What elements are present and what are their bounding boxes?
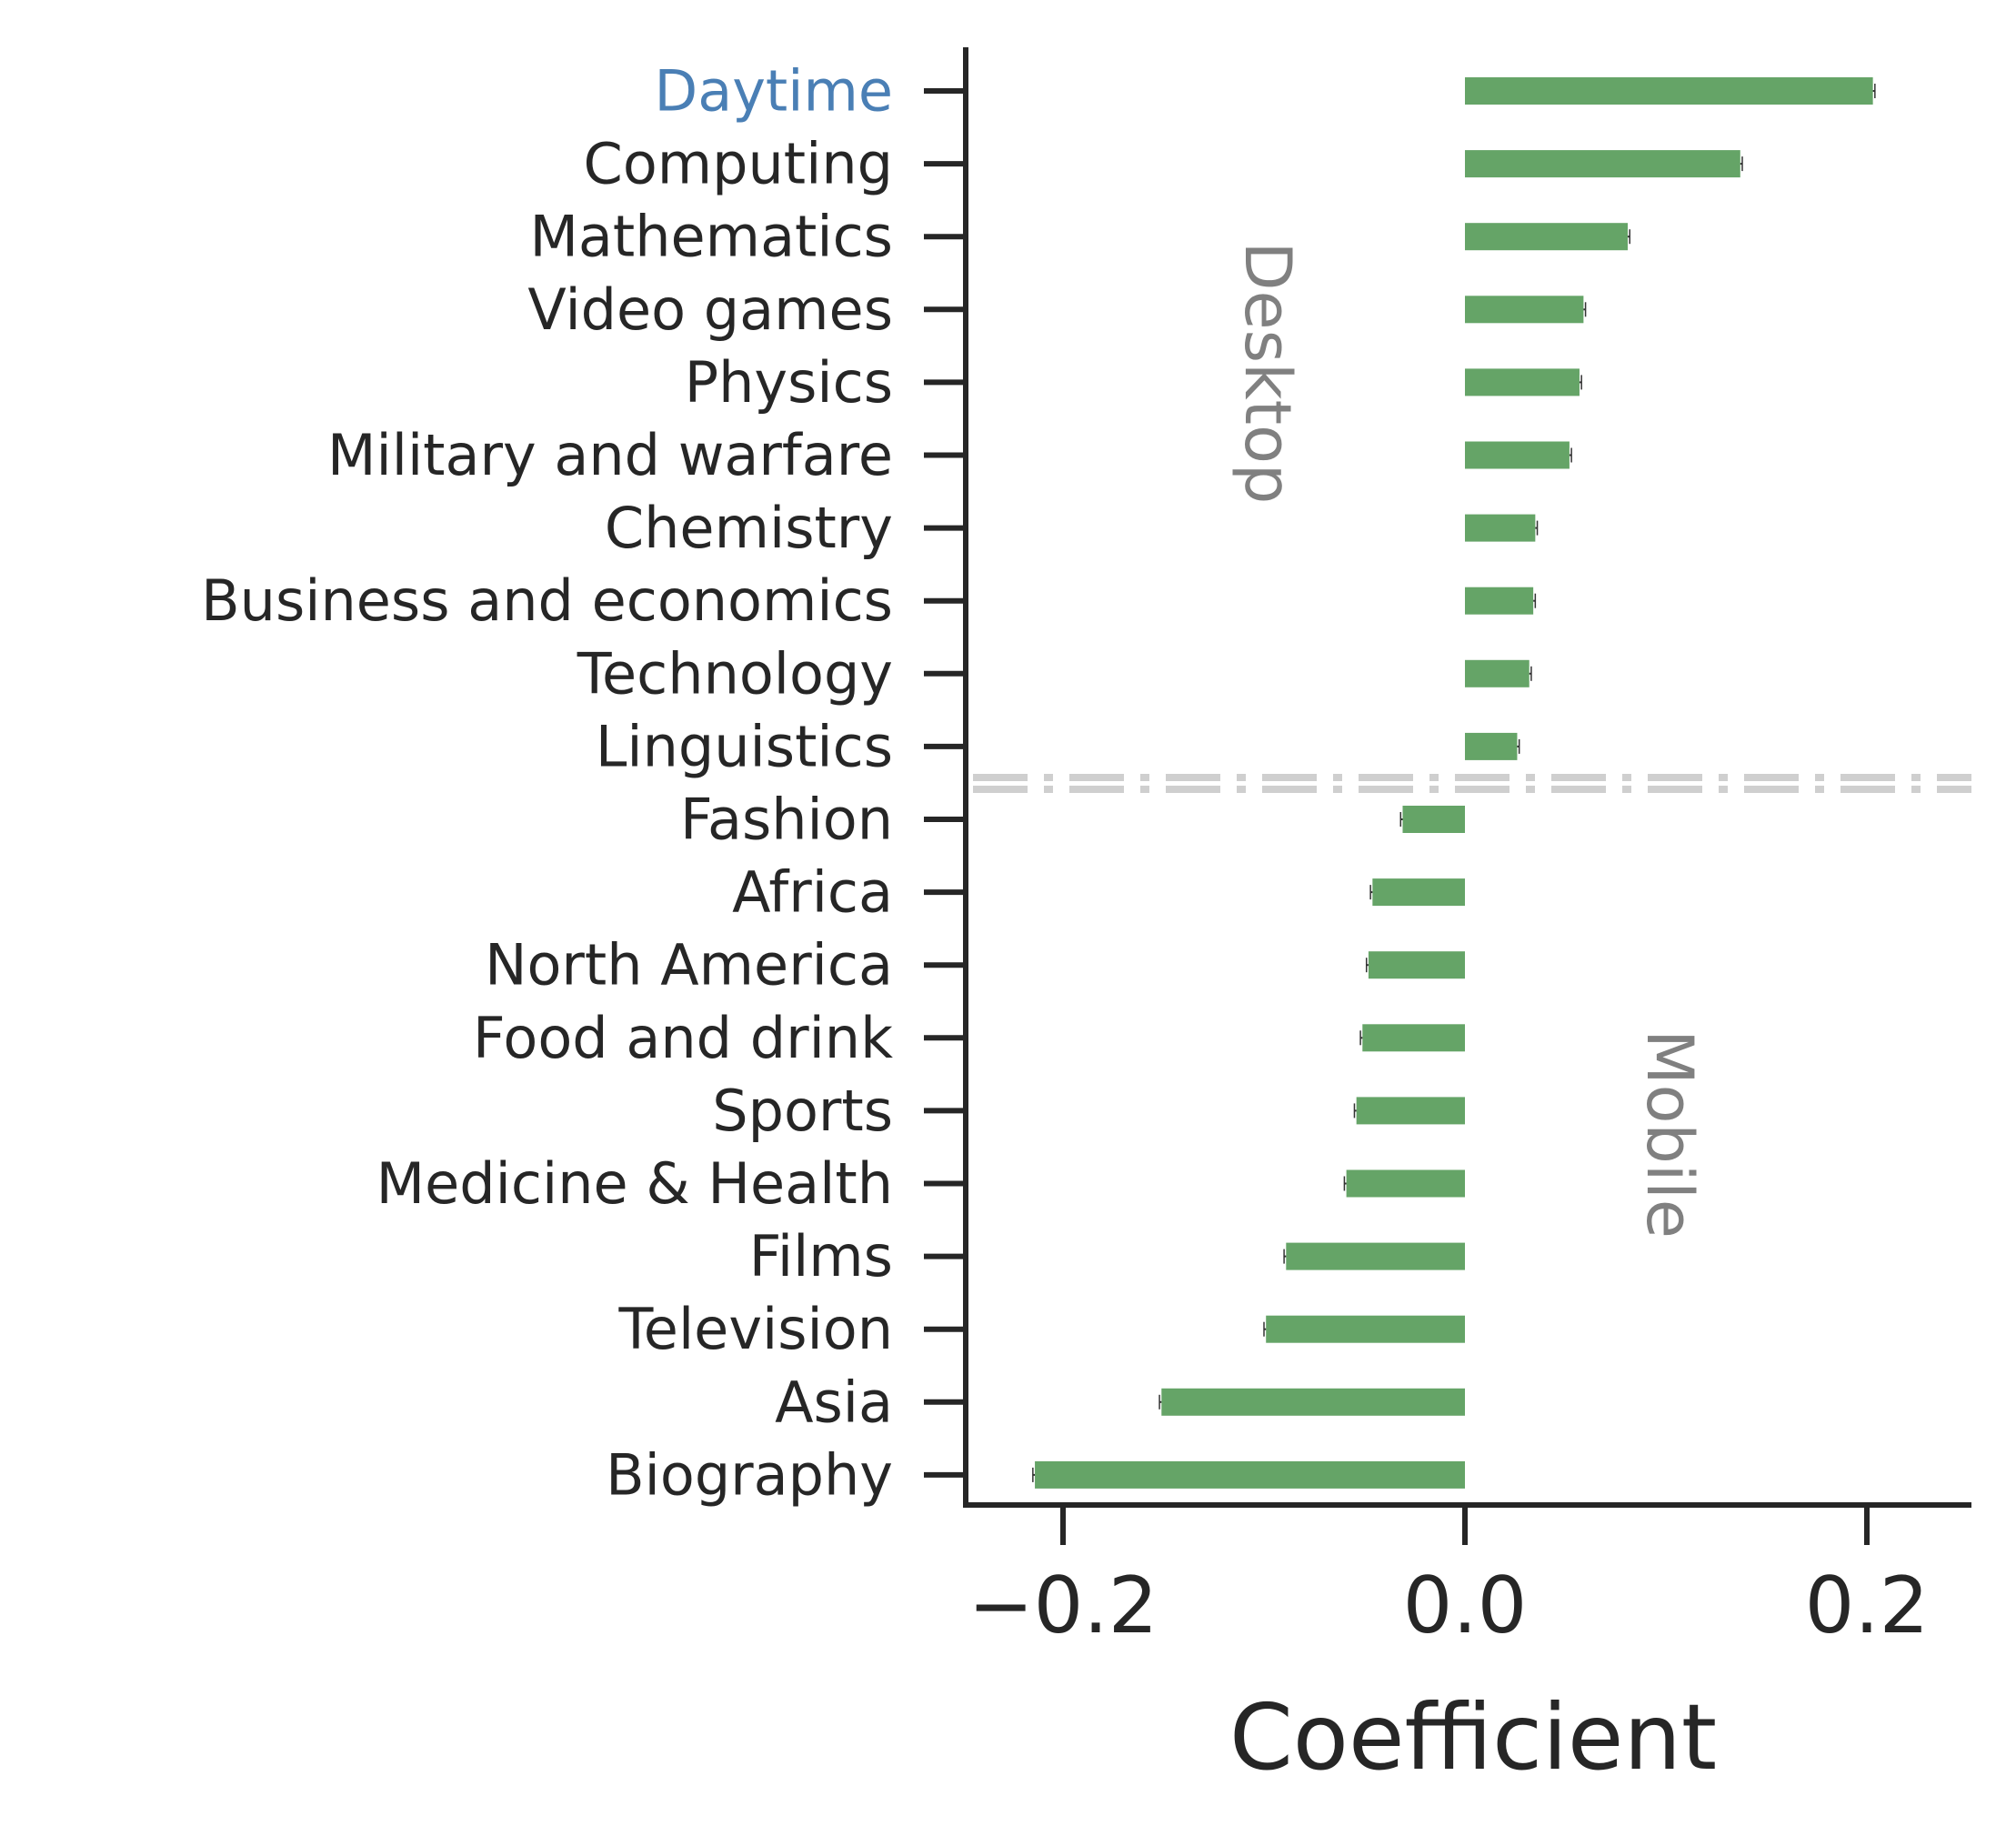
y-tick-label: Asia [775,1369,893,1435]
y-tick-label: Technology [577,640,893,707]
y-tick-label: Computing [584,131,893,197]
y-tick-label: Chemistry [605,495,893,561]
bar-sports [1356,1097,1465,1125]
y-tick-label: Africa [732,859,893,926]
annotation-desktop: Desktop [1230,242,1305,505]
bar-computing [1465,150,1740,178]
y-tick-label: Physics [685,349,893,416]
bar-physics [1465,368,1580,396]
bar-technology [1465,659,1530,687]
y-tick-label: Mathematics [529,204,893,270]
bar-chemistry [1465,514,1536,542]
bar-video-games [1465,296,1584,324]
error-bars-layer [1032,84,1876,1482]
bar-military-and-warfare [1465,441,1570,469]
y-tick-label: Sports [712,1078,893,1144]
y-tick-label: Food and drink [473,1005,893,1071]
bar-biography [1035,1460,1465,1489]
y-tick-label: Fashion [680,787,893,853]
y-tick-label: Medicine & Health [376,1150,893,1217]
y-tick-label: Linguistics [596,713,893,779]
bar-television [1266,1315,1465,1343]
y-tick-label: Daytime [654,58,893,125]
bar-food-and-drink [1362,1024,1465,1052]
bar-asia [1161,1388,1465,1416]
x-tick-label: −0.2 [968,1560,1158,1651]
y-tick-label: Television [617,1296,893,1362]
y-tick-label: North America [485,932,893,998]
y-tick-label: Military and warfare [327,422,893,488]
bar-mathematics [1465,223,1629,251]
x-ticks-layer: −0.2 0.0 0.2 [968,1505,1930,1651]
bar-africa [1372,878,1465,907]
y-tick-label: Video games [527,276,893,343]
y-tick-label: Biography [606,1441,893,1508]
bar-linguistics [1465,732,1518,760]
bar-films [1286,1242,1465,1270]
y-tick-label: Business and economics [201,567,893,634]
x-tick-label: 0.0 [1403,1560,1528,1651]
x-tick-label: 0.2 [1805,1560,1930,1651]
annotation-mobile: Mobile [1632,1029,1707,1239]
bar-medicine-health [1346,1169,1465,1198]
bars-layer [1035,77,1873,1489]
x-axis-label: Coefficient [1229,1684,1717,1791]
bar-fashion [1402,806,1465,833]
y-tick-label: Films [749,1223,893,1289]
bar-daytime [1465,77,1873,105]
bar-business-and-economics [1465,587,1534,615]
bar-north-america [1368,951,1465,979]
